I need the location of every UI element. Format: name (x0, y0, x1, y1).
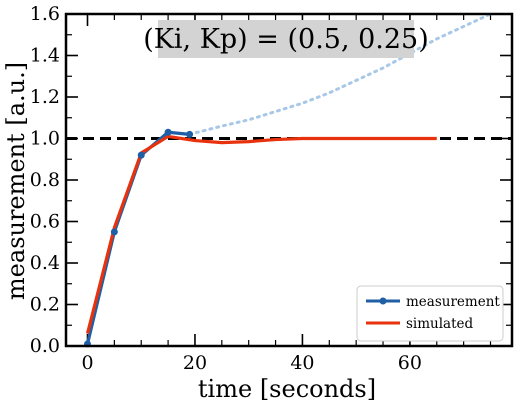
y-tick-label: 1.6 (30, 3, 60, 25)
y-tick-label: 0.8 (30, 169, 60, 191)
extrapolation-line (188, 14, 493, 136)
legend-marker-measurement (379, 297, 387, 305)
y-tick-label: 0.4 (30, 252, 60, 274)
y-tick-label: 0.2 (30, 294, 60, 316)
measurement-point (164, 128, 172, 136)
legend-label-measurement: measurement (406, 294, 500, 310)
x-tick-label: 40 (290, 352, 314, 374)
x-tick-label: 0 (81, 352, 93, 374)
x-tick-label: 60 (398, 352, 422, 374)
y-tick-label: 1.4 (30, 45, 60, 67)
chart-title: (Ki, Kp) = (0.5, 0.25) (143, 24, 429, 55)
measurement-point (186, 130, 194, 138)
simulated-line (85, 134, 437, 334)
plot-layer: 0 20 40 60 0.0 0.2 0.4 0.6 0.8 1.0 1.2 1.4 1.6 (30, 3, 512, 374)
measurement-point (110, 228, 118, 236)
plot-frame (64, 12, 514, 348)
y-axis-title: measurement [a.u.] (2, 62, 30, 300)
y-tick-label: 0.6 (30, 211, 60, 233)
legend: measurement simulated (356, 285, 504, 342)
measurement-point (137, 151, 145, 159)
x-axis-title: time [seconds] (198, 375, 376, 403)
legend-label-simulated: simulated (406, 316, 474, 332)
y-tick-label: 1.0 (30, 128, 60, 150)
title-box: (Ki, Kp) = (0.5, 0.25) (143, 20, 429, 58)
title-background (158, 20, 414, 58)
y-tick-label: 1.2 (30, 86, 60, 108)
y-tick-label: 0.0 (30, 335, 60, 357)
x-tick-label: 20 (183, 352, 207, 374)
